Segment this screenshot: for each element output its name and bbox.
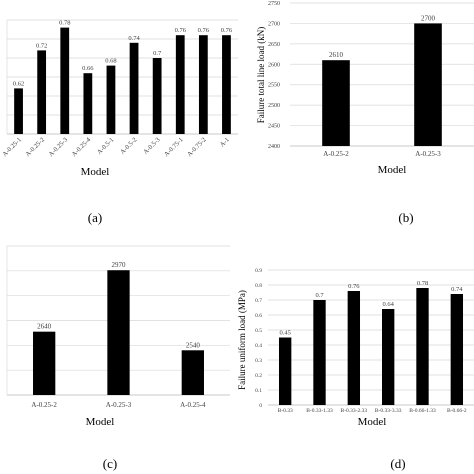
bar xyxy=(107,270,130,395)
y-tick-label: 0.6 xyxy=(255,313,262,319)
y-tick-label: 0.5 xyxy=(255,328,262,334)
bar xyxy=(106,65,116,134)
bar xyxy=(60,27,70,135)
data-label: 2610 xyxy=(329,51,344,59)
y-tick-label: 0.8 xyxy=(255,283,262,289)
bar xyxy=(152,58,162,134)
bar xyxy=(37,50,47,134)
x-tick-label: A-0.25-4 xyxy=(71,136,93,158)
bar xyxy=(278,337,292,405)
data-label: 0.64 xyxy=(382,301,394,308)
y-tick-label: 0.2 xyxy=(255,373,262,379)
data-label: 2700 xyxy=(421,14,436,22)
data-label: 0.7 xyxy=(315,292,324,299)
x-tick-label: B-0.33-3.33 xyxy=(375,408,402,414)
data-label: 0.66 xyxy=(82,65,94,72)
data-label: 2970 xyxy=(112,261,127,269)
x-tick-label: A-0.25-3 xyxy=(106,401,132,409)
y-tick-label: 2550 xyxy=(268,83,280,89)
x-tick-label: A-0.5-1 xyxy=(96,136,115,155)
panel-label: (c) xyxy=(103,456,117,471)
y-tick-label: 0 xyxy=(259,403,262,409)
y-tick-label: 0.7 xyxy=(255,298,262,304)
x-axis-label: Model xyxy=(86,416,115,428)
bar xyxy=(313,300,326,405)
panel-label: (a) xyxy=(88,210,102,225)
data-label: 0.76 xyxy=(175,27,187,34)
data-label: 0.62 xyxy=(13,80,24,87)
x-tick-label: A-0.75-2 xyxy=(186,136,208,158)
data-label: 0.72 xyxy=(36,42,47,49)
x-tick-label: A-0.25-2 xyxy=(323,150,349,158)
data-label: 0.74 xyxy=(451,286,463,293)
y-tick-label: 2700 xyxy=(268,21,280,27)
bar xyxy=(381,309,395,405)
y-tick-label: 2450 xyxy=(268,124,280,130)
data-label: 0.78 xyxy=(59,20,70,27)
bar xyxy=(450,294,464,405)
x-axis-label: Model xyxy=(358,416,387,428)
y-tick-label: 2600 xyxy=(268,62,280,68)
x-tick-label: A-0.25-2 xyxy=(31,401,57,409)
bar xyxy=(129,42,139,134)
x-tick-label: A-0.75-1 xyxy=(163,136,185,158)
y-tick-label: 2650 xyxy=(268,42,280,48)
x-tick-label: B-0.66-1.33 xyxy=(409,408,436,414)
data-label: 0.45 xyxy=(279,330,290,337)
x-axis-label: Model xyxy=(378,164,407,176)
y-tick-label: 0.4 xyxy=(255,343,262,349)
x-tick-label: B-0.33-1.33 xyxy=(306,408,333,414)
x-tick-label: A-1 xyxy=(219,136,231,148)
panel-label: (d) xyxy=(390,456,405,471)
y-tick-label: 2500 xyxy=(268,103,280,109)
bar xyxy=(416,288,429,405)
y-axis-label: Failure uniform load (MPa) xyxy=(237,290,247,390)
bar xyxy=(83,73,93,134)
data-label: 0.76 xyxy=(348,283,360,290)
bar xyxy=(222,35,231,135)
y-tick-label: 2400 xyxy=(268,144,280,150)
y-tick-label: 2750 xyxy=(268,1,280,7)
x-tick-label: A-0.25-3 xyxy=(47,136,69,158)
x-tick-label: A-0.5-3 xyxy=(142,136,161,155)
x-tick-label: B-0.66-2 xyxy=(447,408,467,414)
x-axis-label: Model xyxy=(81,166,110,178)
x-tick-label: B-0.33 xyxy=(278,408,293,414)
bar xyxy=(198,35,208,135)
bar xyxy=(14,88,23,134)
data-label: 0.68 xyxy=(105,58,116,65)
y-tick-label: 0.1 xyxy=(255,388,262,394)
y-axis-label: Failure total line load (kN) xyxy=(256,27,266,123)
bar xyxy=(322,60,350,147)
bar xyxy=(181,350,204,395)
panel-label: (b) xyxy=(398,210,413,225)
bar xyxy=(175,35,185,135)
bar xyxy=(414,23,442,146)
x-tick-label: A-0.25-2 xyxy=(24,136,46,158)
data-label: 0.7 xyxy=(153,50,162,57)
x-tick-label: A-0.5-2 xyxy=(119,136,138,155)
x-tick-label: A-0.25-3 xyxy=(415,150,441,158)
bar xyxy=(33,331,56,395)
bar xyxy=(347,291,361,405)
x-tick-label: B-0.33-2.33 xyxy=(341,408,368,414)
data-label: 0.76 xyxy=(221,27,233,34)
data-label: 2540 xyxy=(186,341,201,349)
x-tick-label: A-0.25-4 xyxy=(180,401,206,409)
data-label: 2640 xyxy=(37,323,52,331)
y-tick-label: 0.3 xyxy=(255,358,262,364)
data-label: 0.74 xyxy=(128,35,140,42)
x-tick-label: A-0.25-1 xyxy=(1,136,23,158)
y-tick-label: 0.9 xyxy=(255,268,262,274)
data-label: 0.78 xyxy=(417,280,428,287)
data-label: 0.76 xyxy=(198,27,210,34)
